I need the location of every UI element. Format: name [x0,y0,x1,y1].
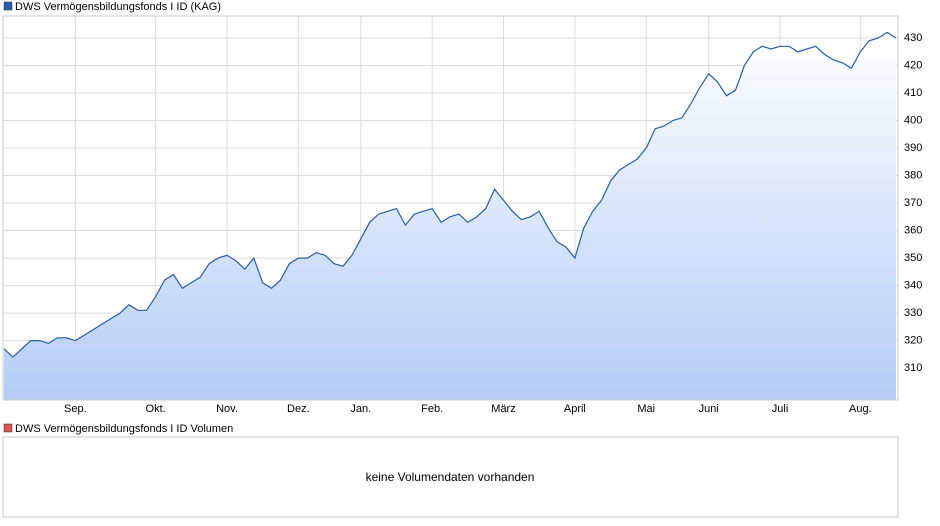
area [4,32,896,400]
y-tick-label: 400 [904,114,922,126]
volume-message: keine Volumendaten vorhanden [366,470,535,484]
x-tick-label: Juli [772,403,789,415]
y-tick-label: 430 [904,32,922,44]
x-tick-label: Nov. [216,403,238,415]
y-tick-label: 360 [904,224,922,236]
y-tick-label: 320 [904,334,922,346]
x-tick-label: Dez. [287,403,310,415]
x-tick-label: März [491,403,515,415]
y-tick-label: 390 [904,142,922,154]
x-tick-label: Okt. [146,403,166,415]
plot-frame [2,15,899,401]
y-tick-label: 370 [904,197,922,209]
y-tick-label: 380 [904,169,922,181]
y-tick-label: 420 [904,59,922,71]
y-tick-label: 350 [904,252,922,264]
x-tick-label: Aug. [849,403,872,415]
legend-label: DWS Vermögensbildungsfonds I ID (KAG) [15,1,221,13]
volume-panel [2,436,899,518]
y-tick-label: 410 [904,87,922,99]
y-tick-label: 330 [904,307,922,319]
x-tick-label: Juni [699,403,719,415]
x-tick-label: Sep. [64,403,87,415]
y-tick-label: 310 [904,362,922,374]
x-tick-label: Jan. [350,403,371,415]
legend-swatch [3,1,13,11]
legend-swatch [3,423,13,433]
x-tick-label: April [564,403,586,415]
x-tick-label: Feb. [421,403,443,415]
line [3,31,897,358]
x-tick-label: Mai [637,403,655,415]
y-tick-label: 340 [904,279,922,291]
volume-title: DWS Vermögensbildungsfonds I ID Volumen [15,423,233,435]
